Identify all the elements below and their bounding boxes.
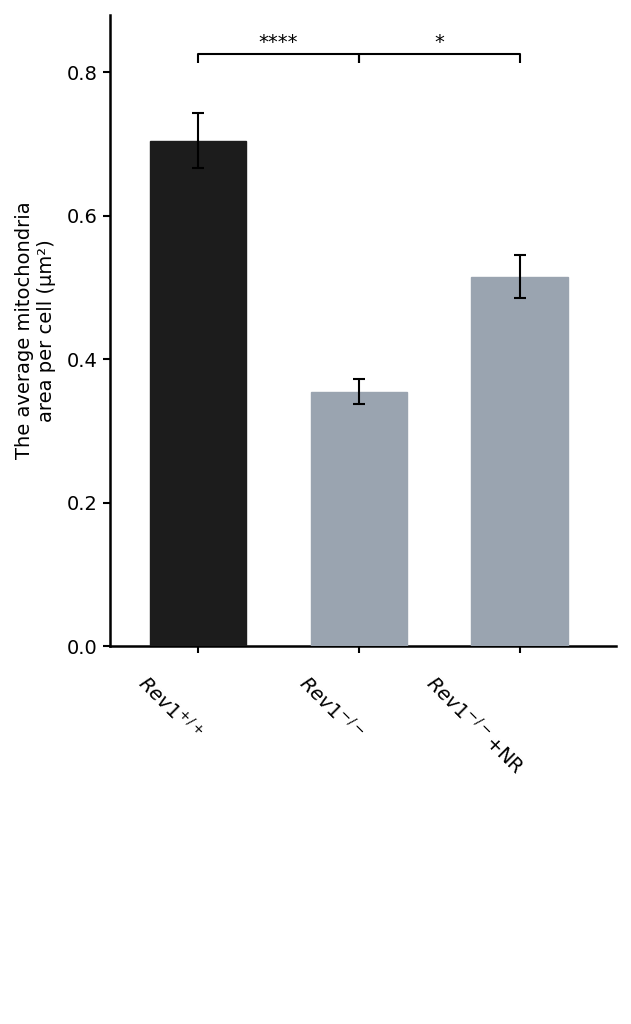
Bar [471,276,568,646]
Y-axis label: The average mitochondria
area per cell (μm²): The average mitochondria area per cell (… [15,202,56,460]
Text: $\mathit{Rev1}^{+/+}$: $\mathit{Rev1}^{+/+}$ [134,672,206,743]
Text: $\mathit{Rev1}^{-/-}$+NR: $\mathit{Rev1}^{-/-}$+NR [422,672,528,777]
Text: $\mathit{Rev1}^{-/-}$: $\mathit{Rev1}^{-/-}$ [295,672,367,743]
Text: ****: **** [259,33,298,51]
Bar [310,391,407,646]
Bar [150,140,246,646]
Text: *: * [434,33,444,51]
